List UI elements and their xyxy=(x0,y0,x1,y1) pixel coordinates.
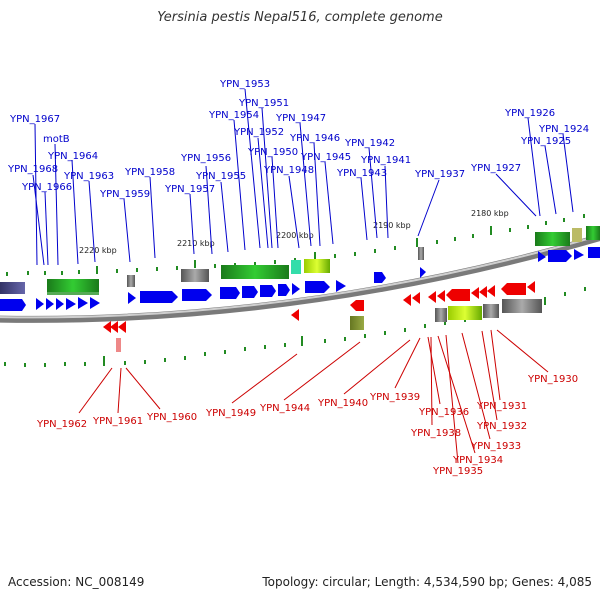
gene-label[interactable]: YPN_1967 xyxy=(9,114,60,125)
gene-label[interactable]: YPN_1955 xyxy=(195,171,246,182)
scale-label: 2220 kbp xyxy=(79,246,117,255)
gene-label[interactable]: YPN_1956 xyxy=(180,153,231,164)
genome-backbone xyxy=(0,233,600,323)
gene-label[interactable]: YPN_1942 xyxy=(344,138,395,149)
genome-summary-text: Topology: circular; Length: 4,534,590 bp… xyxy=(262,575,592,589)
gene-label[interactable]: YPN_1954 xyxy=(208,110,259,121)
forward-gene-arrows xyxy=(0,247,600,311)
gene-label[interactable]: YPN_1945 xyxy=(300,152,351,163)
forward-label-leaders xyxy=(32,88,574,266)
gene-label[interactable]: YPN_1950 xyxy=(247,147,298,158)
gene-label[interactable]: YPN_1949 xyxy=(205,408,256,419)
scale-label: 2210 kbp xyxy=(177,239,215,248)
gene-label[interactable]: YPN_1940 xyxy=(317,398,368,409)
gene-label[interactable]: YPN_1937 xyxy=(414,169,465,180)
gene-label[interactable]: YPN_1964 xyxy=(47,151,98,162)
gene-label[interactable]: YPN_1968 xyxy=(7,164,58,175)
gene-label[interactable]: YPN_1947 xyxy=(275,113,326,124)
gene-label[interactable]: YPN_1935 xyxy=(432,466,483,477)
gene-label[interactable]: YPN_1930 xyxy=(527,374,578,385)
gene-label[interactable]: YPN_1958 xyxy=(124,167,175,178)
gene-label[interactable]: YPN_1948 xyxy=(263,165,314,176)
gene-label[interactable]: YPN_1957 xyxy=(164,184,215,195)
gene-label[interactable]: YPN_1963 xyxy=(63,171,114,182)
gene-label[interactable]: YPN_1960 xyxy=(146,412,197,423)
gene-label[interactable]: YPN_1941 xyxy=(360,155,411,166)
gene-label[interactable]: YPN_1946 xyxy=(289,133,340,144)
gene-label[interactable]: YPN_1951 xyxy=(238,98,289,109)
reverse-label-leaders xyxy=(78,329,549,464)
reverse-gene-labels: YPN_1962 YPN_1961 YPN_1960 YPN_1949 YPN_… xyxy=(36,374,578,477)
gene-label[interactable]: YPN_1924 xyxy=(538,124,589,135)
gene-label[interactable]: YPN_1926 xyxy=(504,108,555,119)
gene-label[interactable]: YPN_1962 xyxy=(36,419,87,430)
gene-label[interactable]: YPN_1938 xyxy=(410,428,461,439)
gene-label[interactable]: YPN_1953 xyxy=(219,79,270,90)
forward-gene-labels: YPN_1967 motB YPN_1968 YPN_1964 YPN_1966… xyxy=(7,79,589,200)
scale-label: 2200 kbp xyxy=(276,231,314,240)
reverse-feature-boxes xyxy=(116,299,542,352)
gene-label[interactable]: motB xyxy=(43,134,70,145)
accession-text: Accession: NC_008149 xyxy=(8,575,145,589)
scale-label: 2180 kbp xyxy=(471,209,509,218)
gene-label[interactable]: YPN_1939 xyxy=(369,392,420,403)
gene-label[interactable]: YPN_1959 xyxy=(99,189,150,200)
genome-title: Yersinia pestis Nepal516, complete genom… xyxy=(157,10,443,25)
reverse-gene-arrows xyxy=(103,281,535,333)
gene-label[interactable]: YPN_1952 xyxy=(233,127,284,138)
gene-label[interactable]: YPN_1961 xyxy=(92,416,143,427)
gene-label[interactable]: YPN_1927 xyxy=(470,163,521,174)
gene-label[interactable]: YPN_1925 xyxy=(520,136,571,147)
gene-label[interactable]: YPN_1934 xyxy=(452,455,503,466)
genome-backbone-highlight xyxy=(0,234,600,319)
gene-label[interactable]: YPN_1936 xyxy=(418,407,469,418)
gene-label[interactable]: YPN_1943 xyxy=(336,168,387,179)
gene-label[interactable]: YPN_1932 xyxy=(476,421,527,432)
forward-feature-boxes xyxy=(0,226,600,295)
gene-label[interactable]: YPN_1933 xyxy=(470,441,521,452)
gene-label[interactable]: YPN_1931 xyxy=(476,401,527,412)
scale-label: 2190 kbp xyxy=(373,221,411,230)
gene-label[interactable]: YPN_1966 xyxy=(21,182,72,193)
gene-label[interactable]: YPN_1944 xyxy=(259,403,310,414)
